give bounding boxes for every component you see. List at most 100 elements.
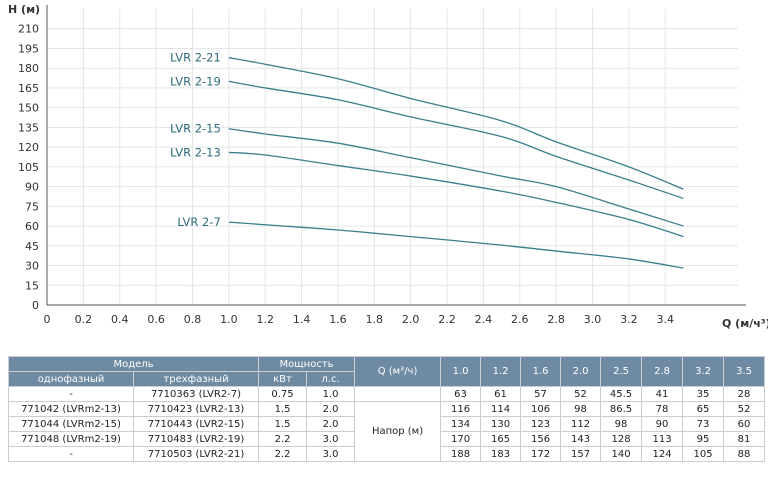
cell-head-value: 128 [600, 431, 643, 447]
cell-head-value: 116 [440, 401, 482, 417]
cell-single-phase: 771048 (LVRm2-19) [8, 431, 134, 447]
x-axis-title: Q (м/ч³) [722, 317, 768, 330]
table-row: -7710363 (LVR2-7) 0.75 1.0 63 61 57 52 45.5 41 35… [8, 386, 766, 402]
cell-head-value: 156 [520, 431, 562, 447]
x-tick-label: 2.0 [402, 313, 420, 326]
header-q: Q (м³/ч) [354, 356, 442, 387]
cell-single-phase: - [8, 446, 134, 462]
y-tick-label: 105 [18, 161, 39, 174]
y-tick-label: 150 [18, 102, 39, 115]
y-tick-label: 135 [18, 121, 39, 134]
table-row: 771044 (LVRm2-15) 7710443 (LVR2-15) 1.5 2.0… [8, 416, 766, 432]
header-power: Мощность [258, 356, 356, 372]
cell-head-value: 65 [682, 401, 725, 417]
header-q-value: 1.6 [520, 356, 562, 387]
cell-head-value: 98 [600, 416, 643, 432]
table-row: 771042 (LVRm2-13) 7710423 (LVR2-13) 1.5 2.0… [8, 401, 766, 462]
chart-series-lines [228, 57, 684, 269]
cell-head-value: 35 [682, 386, 725, 402]
cell-head-value: 165 [480, 431, 522, 447]
y-tick-label: 180 [18, 62, 39, 75]
cell-head-value: 88 [723, 446, 766, 462]
chart-axes [46, 5, 746, 306]
x-tick-label: 0.6 [147, 313, 165, 326]
x-tick-label: 3.4 [657, 313, 675, 326]
cell-hp: 1.0 [306, 386, 356, 402]
header-single-phase: однофазный [8, 371, 134, 387]
header-q-value: 3.2 [682, 356, 725, 387]
cell-head-value: 157 [560, 446, 602, 462]
cell-head-value: 73 [682, 416, 725, 432]
header-q-value: 2.8 [641, 356, 684, 387]
cell-hp: 3.0 [306, 446, 356, 462]
cell-head-value: 134 [440, 416, 482, 432]
x-tick-label: 3.2 [620, 313, 638, 326]
cell-three-phase: 7710363 (LVR2-7) [132, 386, 260, 402]
table-body: -7710363 (LVR2-7) 0.75 1.0 63 61 57 52 45.5 41 35… [8, 386, 766, 462]
y-tick-label: 90 [25, 181, 39, 194]
chart-tick-labels: 0 15 30 45 60 75 90 105 120 135 150 165 180 195 210 0 0.… [18, 23, 674, 326]
series-label: LVR 2-19 [170, 74, 221, 88]
cell-head-label: Напор (м) [354, 401, 442, 462]
y-tick-label: 60 [25, 220, 39, 233]
cell-head-value: 52 [723, 401, 766, 417]
cell-head-value: 170 [440, 431, 482, 447]
cell-hp: 3.0 [306, 431, 356, 447]
table-header-row-1: Модель Мощность Q (м³/ч) 1.0 1.2 1.6 2.0… [7, 356, 766, 387]
cell-three-phase: 7710503 (LVR2-21) [132, 446, 260, 462]
y-tick-label: 75 [25, 200, 39, 213]
cell-head-value: 123 [520, 416, 562, 432]
cell-head-value: 172 [520, 446, 562, 462]
x-tick-label: 1.0 [220, 313, 238, 326]
cell-head-value: 106 [520, 401, 562, 417]
x-tick-label: 2.4 [475, 313, 493, 326]
cell-hp: 2.0 [306, 416, 356, 432]
series-line [228, 80, 684, 200]
performance-table: Модель Мощность Q (м³/ч) 1.0 1.2 1.6 2.0… [7, 356, 766, 462]
x-tick-label: 3.0 [584, 313, 602, 326]
x-tick-label: 1.4 [293, 313, 311, 326]
cell-head-value: 57 [520, 386, 562, 402]
header-q-value: 2.0 [560, 356, 602, 387]
cell-single-phase: 771042 (LVRm2-13) [8, 401, 134, 417]
y-tick-label: 195 [18, 42, 39, 55]
cell-three-phase: 7710443 (LVR2-15) [132, 416, 260, 432]
chart-grid [46, 9, 738, 306]
cell-kw: 1.5 [258, 416, 308, 432]
x-tick-label: 1.8 [366, 313, 384, 326]
header-q-value: 3.5 [723, 356, 766, 387]
cell-kw: 0.75 [258, 386, 308, 402]
series-line [228, 151, 684, 238]
x-tick-label: 1.2 [256, 313, 274, 326]
series-line [228, 128, 684, 227]
cell-head-value: 130 [480, 416, 522, 432]
series-label: LVR 2-21 [170, 51, 221, 65]
cell-head-value: 183 [480, 446, 522, 462]
cell-head-value: 86.5 [600, 401, 643, 417]
header-q-value: 2.5 [600, 356, 643, 387]
cell-head-value: 78 [641, 401, 684, 417]
x-tick-label: 0.2 [75, 313, 93, 326]
cell-single-phase: - [8, 386, 134, 402]
cell-head-value: 105 [682, 446, 725, 462]
y-tick-label: 120 [18, 141, 39, 154]
x-tick-label: 0 [44, 313, 51, 326]
x-tick-label: 2.2 [438, 313, 456, 326]
table-row: -7710503 (LVR2-21) 2.2 3.0 188 183 172 157 140 1… [8, 446, 766, 462]
x-tick-label: 0.4 [111, 313, 129, 326]
cell-hp: 2.0 [306, 401, 356, 417]
cell-head-value: 81 [723, 431, 766, 447]
cell-head-value: 112 [560, 416, 602, 432]
y-tick-label: 45 [25, 240, 39, 253]
cell-three-phase: 7710423 (LVR2-13) [132, 401, 260, 417]
cell-single-phase: 771044 (LVRm2-15) [8, 416, 134, 432]
header-three-phase: трехфазный [132, 371, 260, 387]
chart-series-labels: LVR 2-7 LVR 2-13 LVR 2-15 LVR 2-19 LVR 2-21 [170, 51, 221, 229]
cell-head-value: 188 [440, 446, 482, 462]
cell-head-value: 95 [682, 431, 725, 447]
series-line [228, 221, 684, 269]
cell-spacer [354, 386, 442, 402]
cell-head-value: 60 [723, 416, 766, 432]
cell-three-phase: 7710483 (LVR2-19) [132, 431, 260, 447]
